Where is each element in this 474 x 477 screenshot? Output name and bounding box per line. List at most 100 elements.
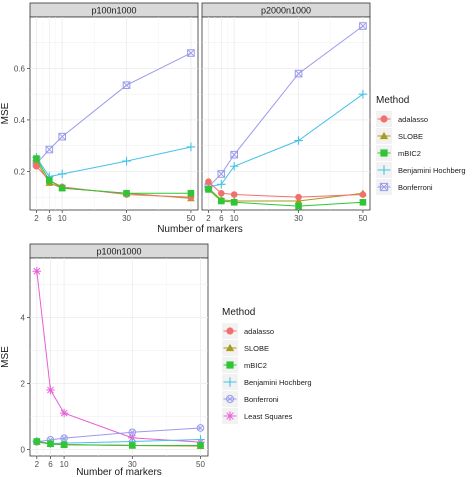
data-point: [230, 150, 238, 159]
data-point: [197, 442, 204, 449]
legend-key-symbol: [226, 361, 234, 369]
data-point-shape: [217, 170, 226, 178]
data-point-shape: [229, 161, 239, 171]
data-point: [295, 193, 302, 201]
legend-key-symbol: [380, 115, 388, 123]
data-point: [359, 198, 367, 206]
data-point-shape: [59, 408, 69, 418]
data-point: [294, 136, 303, 145]
data-point: [46, 177, 53, 184]
legend-key-symbol: [225, 411, 235, 421]
data-point: [230, 198, 238, 206]
legend-key-symbol-shape: [225, 343, 235, 352]
data-point-shape: [359, 191, 367, 198]
data-point: [295, 202, 302, 210]
legend-label: Bonferroni: [244, 395, 279, 404]
data-point-shape: [129, 429, 135, 435]
data-point: [205, 186, 212, 193]
data-point: [33, 155, 40, 162]
y-tick-label: 0: [21, 445, 26, 454]
legend-bottom: Method adalasso SLOBE mBIC2 Benjamini Hochb…: [222, 307, 312, 424]
data-point-shape: [122, 81, 131, 89]
data-point: [187, 49, 195, 57]
x-tick-label: 6: [47, 214, 52, 223]
legend-key-symbol-shape: [226, 327, 234, 335]
axis-ticks: 2 6 10 30 50: [206, 210, 368, 223]
data-point-shape: [46, 177, 53, 184]
data-point-shape: [33, 155, 40, 162]
x-tick-label: 2: [35, 460, 40, 469]
data-point-shape: [294, 69, 303, 78]
legend-label: Benjamini Hochberg: [398, 166, 466, 175]
data-point: [128, 442, 136, 449]
series-group: [204, 22, 368, 210]
legend-label: Benjamini Hochberg: [244, 378, 312, 387]
x-tick-label: 2: [34, 214, 39, 223]
data-point-shape: [32, 266, 42, 276]
data-point-shape: [358, 89, 368, 99]
data-point-shape: [205, 186, 212, 193]
data-point-shape: [230, 198, 238, 206]
data-point-shape: [45, 145, 54, 154]
data-point-shape: [45, 145, 53, 154]
data-point-shape: [187, 189, 195, 197]
y-axis-title: MSE: [0, 102, 11, 124]
data-point-shape: [205, 178, 212, 185]
data-point: [217, 170, 226, 178]
legend-top: Method adalasso SLOBE mBIC2 Benjamini Hochb…: [376, 95, 466, 195]
legend-key-symbol-shape: [380, 149, 388, 157]
data-point-shape: [122, 156, 131, 166]
data-point-shape: [60, 441, 68, 449]
legend-key-symbol-shape: [225, 394, 235, 404]
legend-label: mBIC2: [398, 149, 421, 158]
data-point-shape: [47, 440, 54, 448]
data-point: [58, 184, 66, 192]
legend-label: mBIC2: [244, 361, 267, 370]
y-tick-label: 2: [21, 379, 26, 388]
panel-title: p100n1000: [96, 247, 141, 257]
data-point-shape: [197, 442, 204, 449]
series-mbic2: [33, 155, 195, 197]
x-axis-title: Number of markers: [157, 224, 243, 235]
legend-label: Bonferroni: [398, 183, 433, 192]
legend-key-symbol: [225, 394, 235, 404]
data-point: [57, 169, 67, 179]
data-point-shape: [359, 22, 367, 30]
data-point: [128, 428, 137, 437]
x-tick-label: 2: [206, 214, 211, 223]
legend-title: Method: [376, 95, 409, 106]
data-point-shape: [294, 136, 303, 145]
data-point: [122, 81, 131, 89]
x-tick-label: 10: [230, 214, 239, 223]
data-point: [122, 156, 131, 166]
panel-title: p100n1000: [91, 6, 136, 16]
legend-label: adalasso: [398, 115, 428, 124]
data-point: [58, 132, 66, 141]
gridlines: [30, 258, 208, 456]
data-point: [205, 178, 212, 185]
data-point: [32, 266, 42, 276]
legend-key-symbol: [225, 343, 235, 352]
data-point: [358, 89, 368, 99]
data-point-shape: [128, 442, 136, 449]
data-point-shape: [217, 179, 226, 189]
legend-label: Least Squares: [244, 412, 293, 421]
data-point-shape: [230, 150, 238, 159]
x-tick-label: 50: [196, 460, 205, 469]
legend-key-symbol-shape: [380, 183, 388, 191]
y-tick-label: 0.6: [14, 64, 26, 73]
axis-ticks: 2 6 10 30 50 0.2 0.4 0.6: [14, 64, 196, 223]
y-tick-label: 0.2: [14, 167, 26, 176]
series-group: [32, 266, 205, 450]
data-point-shape: [359, 198, 367, 206]
legend-key-symbol: [226, 327, 234, 335]
legend-key-symbol: [379, 165, 389, 175]
data-point-shape: [218, 197, 225, 205]
x-tick-label: 50: [186, 214, 195, 223]
data-point-shape: [122, 81, 131, 89]
data-point-shape: [58, 184, 66, 192]
legend-key-symbol-shape: [379, 182, 389, 192]
legend-key-symbol-shape: [226, 361, 234, 369]
legend-key-symbol-shape: [380, 115, 388, 123]
